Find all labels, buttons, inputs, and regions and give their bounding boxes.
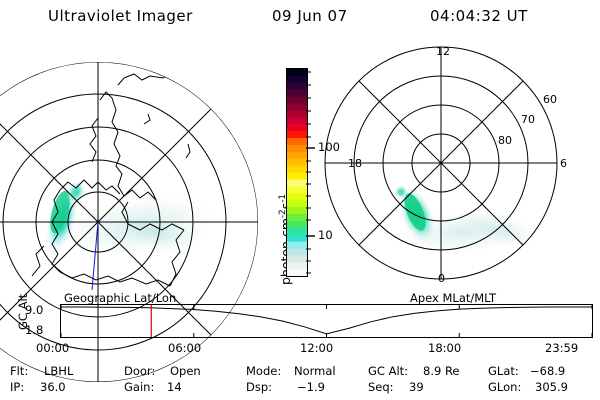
geographic-polar-plot[interactable] — [0, 40, 265, 382]
status-door-key: Door: — [124, 364, 156, 378]
apex-emission-layer — [393, 185, 540, 255]
status-glon-key: GLon: — [488, 380, 522, 394]
colorbar: photon cm-2s-1 100 10 — [262, 55, 352, 290]
strip-ytick-low: 1.8 — [25, 323, 44, 337]
status-mode-value: Normal — [294, 364, 336, 378]
apex-aurora-core — [404, 193, 426, 231]
apex-polar-plot[interactable]: 12 6 0 18 60 70 80 — [324, 40, 600, 290]
status-dsp-key: Dsp: — [246, 380, 273, 394]
status-glat-value: −68.9 — [530, 364, 566, 378]
status-glat-key: GLat: — [488, 364, 519, 378]
altitude-strip-chart[interactable] — [60, 304, 593, 338]
status-seq-value: 39 — [409, 380, 424, 394]
altitude-strip-svg — [60, 304, 593, 338]
strip-xtick-0: 00:00 — [36, 341, 70, 355]
status-glon-value: 305.9 — [535, 380, 568, 394]
aurora-core — [50, 190, 70, 234]
instrument-title: Ultraviolet Imager — [48, 7, 193, 25]
mlt-label-18: 18 — [348, 157, 362, 170]
geographic-plot-svg — [0, 62, 258, 382]
strip-xticks — [60, 305, 593, 337]
status-gain-value: 14 — [167, 380, 182, 394]
status-gcalt-value: 8.9 Re — [423, 364, 460, 378]
colorbar-gradient — [286, 68, 308, 277]
status-ip-value: 36.0 — [40, 380, 66, 394]
mlat-ring-60: 60 — [543, 93, 557, 106]
apex-caption: Apex MLat/MLT — [410, 291, 497, 305]
status-dsp-value: −1.9 — [297, 380, 325, 394]
strip-frame — [60, 304, 593, 338]
status-gcalt-key: GC Alt: — [368, 364, 409, 378]
strip-xtick-4: 23:59 — [545, 341, 579, 355]
status-seq-key: Seq: — [368, 380, 394, 394]
status-ip-key: IP: — [10, 380, 25, 394]
mlt-label-12: 12 — [436, 45, 450, 58]
mlt-label-6: 6 — [560, 157, 567, 170]
colorbar-tick-100: 100 — [318, 140, 340, 154]
colorbar-tick-10: 10 — [318, 228, 333, 242]
apex-plot-svg — [324, 46, 558, 280]
geographic-caption: Geographic Lat/Lon — [64, 291, 177, 305]
strip-xtick-3: 18:00 — [428, 341, 462, 355]
status-mode-key: Mode: — [246, 364, 282, 378]
status-door-value: Open — [170, 364, 201, 378]
status-flt-key: Flt: — [10, 364, 29, 378]
strip-ytick-high: 9.0 — [25, 303, 44, 317]
mlat-ring-80: 80 — [498, 134, 512, 147]
strip-xtick-1: 06:00 — [168, 341, 202, 355]
mlat-ring-70: 70 — [521, 113, 535, 126]
observation-time: 04:04:32 UT — [430, 7, 528, 25]
strip-xtick-2: 12:00 — [300, 341, 334, 355]
apex-grid — [324, 46, 558, 280]
altitude-trace — [61, 306, 592, 335]
observation-date: 09 Jun 07 — [272, 7, 348, 25]
status-flt-value: LBHL — [44, 364, 74, 378]
colorbar-ticks — [306, 71, 315, 274]
apex-aurora-patch — [394, 185, 408, 199]
geographic-grid — [0, 62, 258, 382]
mlt-label-0: 0 — [438, 272, 445, 285]
status-gain-key: Gain: — [124, 380, 155, 394]
